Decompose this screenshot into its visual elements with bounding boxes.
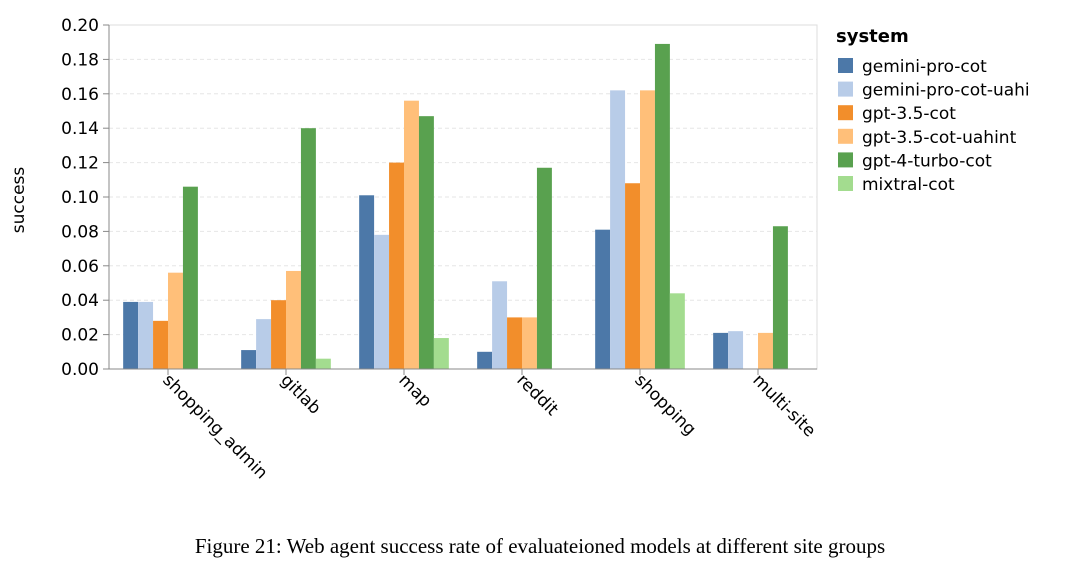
bar <box>758 332 773 369</box>
bar <box>522 317 537 369</box>
legend-swatch <box>838 128 853 144</box>
legend-swatch <box>838 58 853 73</box>
y-tick-label: 0.04 <box>61 291 99 311</box>
bar <box>182 186 198 369</box>
bar <box>477 351 493 369</box>
bar <box>389 162 404 369</box>
bar <box>713 332 729 369</box>
legend-entry: gpt-3.5-cot <box>862 104 956 124</box>
y-tick-label: 0.02 <box>61 326 99 346</box>
bar <box>404 100 419 370</box>
figure-caption: Figure 21: Web agent success rate of eva… <box>194 534 886 558</box>
bar <box>507 317 522 369</box>
legend: system gemini-pro-cot gemini-pro-cot-uahi… <box>836 26 1030 195</box>
bar <box>625 183 640 369</box>
bar <box>138 301 154 369</box>
bar <box>300 128 316 369</box>
gridlines <box>108 24 818 370</box>
bars <box>123 43 788 370</box>
bar <box>669 293 685 369</box>
x-tick-label: reddit <box>512 370 562 420</box>
y-tick-label: 0.08 <box>61 222 99 242</box>
y-axis: 0.00 0.02 0.04 0.06 0.08 0.10 0.12 0.14 0.16 0.18… <box>61 16 110 380</box>
bar <box>256 319 272 369</box>
y-tick-label: 0.16 <box>61 85 99 105</box>
y-tick-label: 0.06 <box>61 257 99 277</box>
bar <box>374 234 390 369</box>
legend-entry: mixtral-cot <box>862 175 955 195</box>
bar <box>153 320 168 369</box>
x-axis: shopping_admin gitlab map reddit shopping mul… <box>109 368 819 483</box>
y-tick-label: 0.20 <box>61 16 99 36</box>
bar <box>654 43 670 370</box>
x-tick-label: shopping <box>630 370 699 439</box>
bar <box>492 281 508 369</box>
legend-entry: gemini-pro-cot <box>862 57 987 77</box>
bar <box>123 301 139 369</box>
legend-swatch <box>838 105 853 121</box>
y-tick-label: 0.18 <box>61 50 99 70</box>
bar <box>241 350 257 369</box>
bar <box>433 338 449 369</box>
legend-entry: gemini-pro-cot-uahi <box>862 81 1030 101</box>
bar <box>640 90 655 370</box>
bar <box>286 270 301 369</box>
x-tick-label: multi-site <box>748 370 819 441</box>
y-axis-label: success <box>9 167 29 234</box>
bar <box>728 331 744 369</box>
y-tick-label: 0.14 <box>61 119 99 139</box>
bar-chart: 0.00 0.02 0.04 0.06 0.08 0.10 0.12 0.14 0.16 0.18… <box>9 16 1030 483</box>
legend-swatch <box>838 152 853 168</box>
bar <box>418 116 434 369</box>
x-tick-label: gitlab <box>276 370 324 418</box>
legend-swatch <box>838 176 853 191</box>
bar <box>536 167 552 369</box>
y-tick-label: 0.00 <box>61 360 99 380</box>
bar <box>595 229 611 369</box>
bar <box>315 358 331 369</box>
x-tick-label: map <box>394 370 435 411</box>
bar <box>359 195 375 369</box>
x-tick-label: shopping_admin <box>158 370 271 483</box>
bar <box>610 90 626 370</box>
legend-entry: gpt-3.5-cot-uahint <box>862 128 1017 148</box>
bar <box>772 226 788 369</box>
y-tick-label: 0.10 <box>61 188 99 208</box>
legend-swatch <box>838 81 853 97</box>
bar <box>271 300 286 369</box>
bar <box>168 272 183 369</box>
legend-title: system <box>836 26 909 47</box>
legend-entry: gpt-4-turbo-cot <box>862 151 992 171</box>
y-tick-label: 0.12 <box>61 154 99 174</box>
